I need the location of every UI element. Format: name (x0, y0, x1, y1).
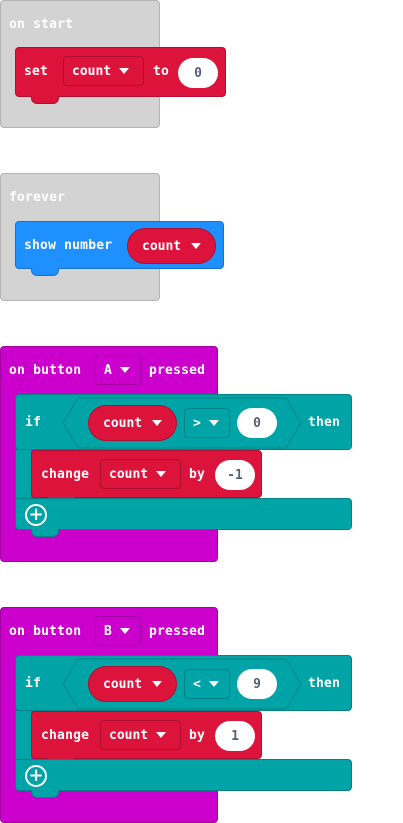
operator-dropdown[interactable]: < (184, 669, 230, 699)
by-label: by (189, 467, 206, 482)
then-keyword: then (308, 676, 341, 691)
variable-dropdown[interactable]: count (63, 56, 144, 86)
set-keyword: set (24, 64, 49, 79)
block-notch (31, 96, 59, 104)
button-dropdown[interactable]: B (95, 616, 141, 646)
to-label: to (153, 64, 170, 79)
if-block-arm (15, 449, 32, 499)
then-keyword: then (308, 415, 341, 430)
variable-reporter-label: count (142, 238, 182, 254)
if-keyword: if (25, 676, 42, 691)
operator-dropdown-label: < (193, 676, 201, 692)
set-variable-block[interactable]: set count to 0 (15, 47, 226, 97)
if-block[interactable]: if count < 9 then (15, 655, 352, 711)
chevron-down-icon (208, 420, 219, 426)
variable-dropdown-label: count (109, 727, 149, 743)
pressed-label: pressed (149, 363, 206, 378)
compare-value-input[interactable]: 9 (237, 669, 277, 699)
by-label: by (189, 728, 206, 743)
change-variable-block[interactable]: change count by 1 (31, 711, 262, 759)
chevron-down-icon (152, 420, 163, 426)
button-dropdown[interactable]: A (95, 355, 141, 385)
change-variable-block[interactable]: change count by -1 (31, 450, 262, 498)
change-value-input[interactable]: 1 (215, 721, 255, 751)
if-block-arm (15, 710, 32, 760)
on-button-label: on button (9, 624, 82, 639)
chevron-down-icon (119, 367, 130, 373)
pressed-label: pressed (149, 624, 206, 639)
on-button-label: on button (9, 363, 82, 378)
plus-circle-icon[interactable]: + (25, 765, 47, 787)
change-keyword: change (41, 728, 90, 743)
chevron-down-icon (156, 471, 167, 477)
block-notch (31, 529, 59, 537)
chevron-down-icon (191, 243, 202, 249)
if-block-footer: + (15, 759, 352, 791)
operator-dropdown[interactable]: > (184, 408, 230, 438)
block-notch (31, 268, 59, 276)
variable-reporter-label: count (103, 676, 143, 692)
change-keyword: change (41, 467, 90, 482)
chevron-down-icon (152, 681, 163, 687)
button-dropdown-label: A (104, 362, 112, 378)
variable-dropdown-label: count (109, 466, 149, 482)
operator-dropdown-label: > (193, 415, 201, 431)
value-input[interactable]: 0 (178, 58, 218, 88)
variable-reporter[interactable]: count (127, 228, 216, 264)
if-keyword: if (25, 415, 42, 430)
variable-reporter[interactable]: count (88, 405, 177, 441)
forever-label: forever (9, 190, 66, 205)
change-value-input[interactable]: -1 (215, 460, 255, 490)
compare-value-input[interactable]: 0 (237, 408, 277, 438)
block-notch (31, 790, 59, 798)
chevron-down-icon (119, 628, 130, 634)
on-start-label: on start (9, 17, 74, 32)
variable-dropdown-label: count (72, 63, 112, 79)
chevron-down-icon (208, 681, 219, 687)
variable-reporter-label: count (103, 415, 143, 431)
if-block-footer: + (15, 498, 352, 530)
chevron-down-icon (156, 732, 167, 738)
chevron-down-icon (119, 68, 130, 74)
plus-circle-icon[interactable]: + (25, 504, 47, 526)
variable-dropdown[interactable]: count (100, 459, 181, 489)
if-block[interactable]: if count > 0 then (15, 394, 352, 450)
variable-dropdown[interactable]: count (100, 720, 181, 750)
show-number-keyword: show number (24, 238, 113, 253)
variable-reporter[interactable]: count (88, 666, 177, 702)
show-number-block[interactable]: show number count (15, 221, 224, 269)
button-dropdown-label: B (104, 623, 112, 639)
